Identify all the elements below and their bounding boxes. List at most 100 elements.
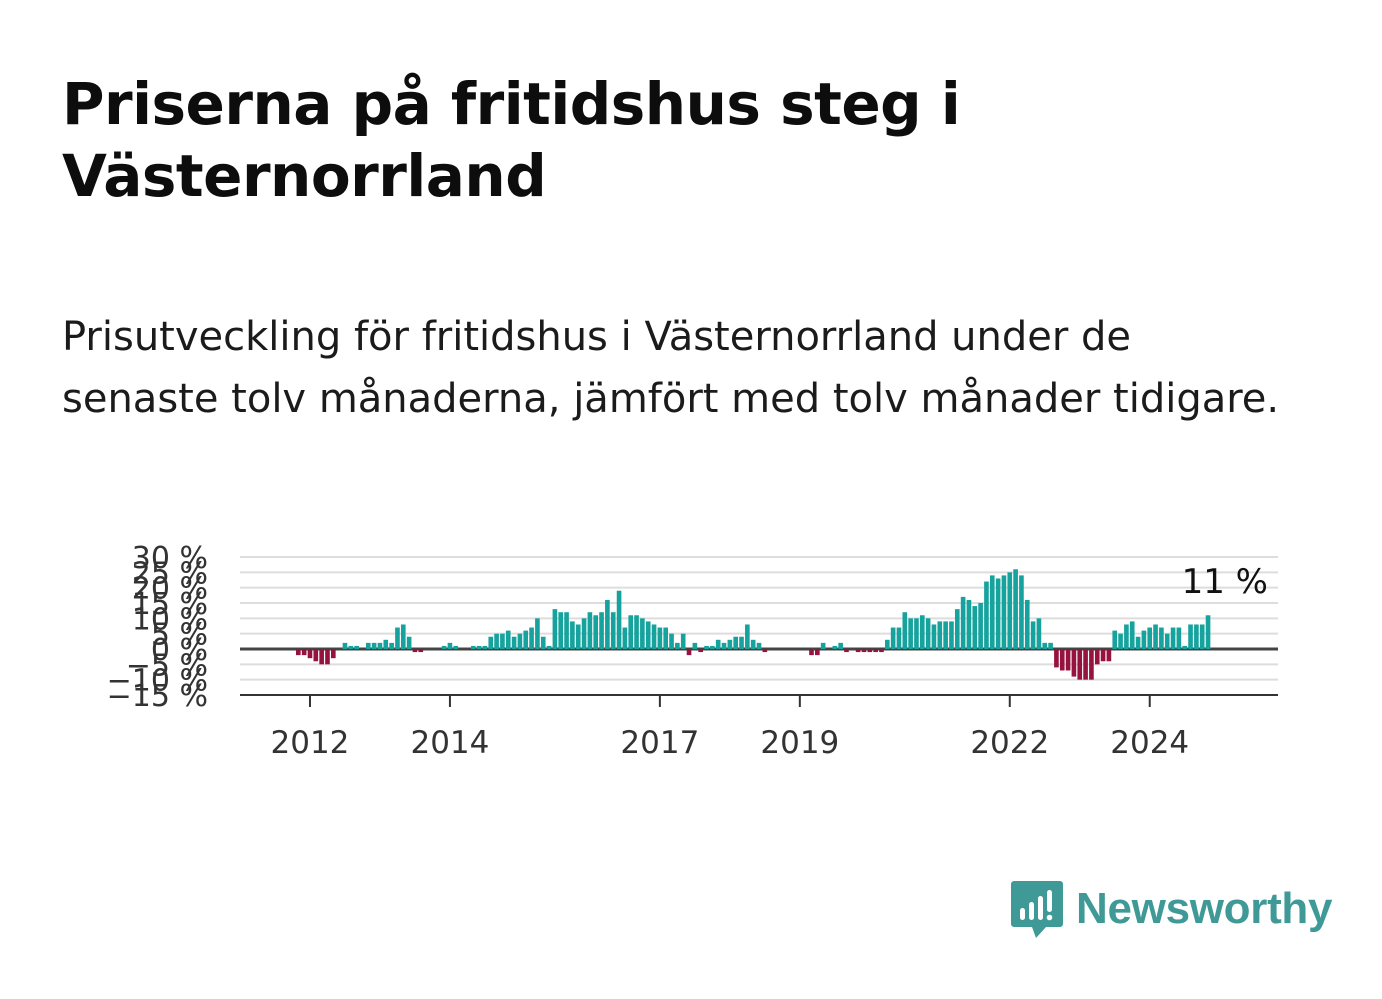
bar <box>902 612 908 649</box>
last-value-label: 11 % <box>1182 562 1268 602</box>
y-tick-label: 20 % <box>132 572 208 607</box>
bar <box>727 639 733 649</box>
bar <box>325 649 330 665</box>
bar <box>640 618 645 649</box>
bar <box>1089 649 1094 680</box>
bar <box>418 649 424 653</box>
bar <box>937 621 943 649</box>
bars <box>296 569 1211 680</box>
bar <box>733 636 738 649</box>
bar <box>616 590 622 649</box>
bar <box>342 642 348 649</box>
bar <box>756 642 762 649</box>
x-tick-label: 2017 <box>620 725 699 761</box>
bar <box>1106 649 1112 662</box>
bar <box>954 609 960 649</box>
bar <box>1182 645 1188 649</box>
bar <box>1013 569 1018 649</box>
bar <box>1036 618 1042 649</box>
bar <box>1176 627 1182 649</box>
bar <box>1059 649 1065 671</box>
bar <box>750 639 756 649</box>
y-tick-label: 30 % <box>132 541 208 576</box>
bar <box>400 624 406 649</box>
bar <box>1124 624 1129 649</box>
bar <box>610 612 616 649</box>
bar <box>989 575 995 649</box>
bar <box>500 633 505 649</box>
bar <box>1135 636 1141 649</box>
bar <box>762 649 768 653</box>
bar <box>1147 627 1153 649</box>
bar <box>296 649 301 656</box>
bar <box>470 645 476 649</box>
bar <box>809 649 814 656</box>
bar <box>1094 649 1100 665</box>
bar <box>710 645 715 649</box>
bar <box>1030 621 1036 649</box>
bar <box>482 645 488 649</box>
bar <box>476 645 482 649</box>
y-tick-label: 10 % <box>132 602 208 637</box>
x-tick-label: 2022 <box>970 725 1049 761</box>
bar <box>377 642 383 649</box>
bar <box>949 621 954 649</box>
bar <box>1153 624 1158 649</box>
bar <box>721 642 727 649</box>
bar <box>371 642 377 649</box>
bar-chart: −15 %−10 %−5 %0 %5 %10 %15 %20 %25 %30 %… <box>107 541 1278 761</box>
gridlines <box>240 556 1278 696</box>
bar <box>715 639 721 649</box>
bar <box>972 606 978 649</box>
bar <box>675 642 680 649</box>
bar <box>1083 649 1088 680</box>
x-tick-label: 2012 <box>271 725 350 761</box>
bar <box>1048 642 1053 649</box>
bar <box>529 627 534 649</box>
bar <box>307 649 313 659</box>
bar <box>908 618 913 649</box>
bar <box>978 603 983 649</box>
bar <box>634 615 639 649</box>
bar <box>319 649 324 665</box>
bar <box>575 624 581 649</box>
chart-subtitle: Prisutveckling för fritidshus i Västerno… <box>62 314 1280 422</box>
bar <box>546 645 552 649</box>
bar <box>406 636 412 649</box>
bar <box>1054 649 1059 668</box>
bar <box>505 630 511 649</box>
bar <box>1024 599 1030 649</box>
newsworthy-logo: Newsworthy <box>1010 878 1332 940</box>
bar <box>960 596 966 649</box>
bar <box>622 627 628 649</box>
y-tick-label: −15 % <box>107 679 208 714</box>
bar <box>365 642 371 649</box>
bar <box>564 612 569 649</box>
bar <box>890 627 896 649</box>
bar <box>1118 633 1123 649</box>
bar <box>739 636 744 649</box>
bar <box>884 639 890 649</box>
bar <box>511 636 517 649</box>
bar <box>832 645 838 649</box>
bar <box>523 630 529 649</box>
y-tick-label: 15 % <box>132 587 208 622</box>
bar <box>966 599 972 649</box>
bar <box>943 621 948 649</box>
bar <box>745 624 750 649</box>
bar <box>330 649 336 659</box>
chart-title: Priserna på fritidshus steg i Västernorr… <box>62 70 961 210</box>
y-tick-label: 0 % <box>151 633 208 668</box>
bar <box>914 618 919 649</box>
bar <box>838 642 843 649</box>
x-tick-label: 2014 <box>410 725 489 761</box>
bar <box>535 618 540 649</box>
x-tick-label: 2019 <box>760 725 839 761</box>
bar <box>995 578 1001 649</box>
bar <box>383 639 389 649</box>
bar <box>686 649 692 656</box>
bar <box>1170 627 1176 649</box>
bar <box>1071 649 1077 677</box>
bar <box>628 615 634 649</box>
bar <box>354 645 359 649</box>
